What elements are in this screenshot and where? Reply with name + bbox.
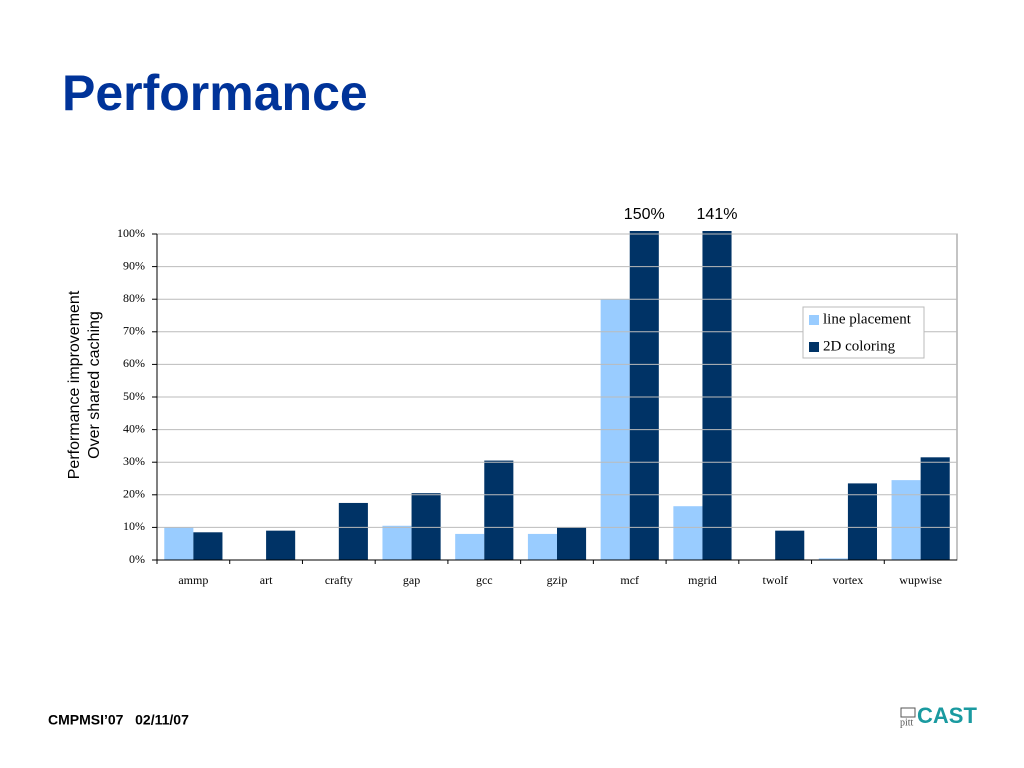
- logo: pitt CAST: [900, 703, 977, 728]
- x-tick-label: vortex: [833, 573, 864, 587]
- x-tick-label: gap: [403, 573, 420, 587]
- legend: [802, 306, 925, 359]
- bar: [338, 502, 368, 560]
- y-axis-title: Over shared caching: [86, 311, 103, 459]
- y-tick-label: 40%: [123, 421, 145, 435]
- y-tick-label: 80%: [123, 291, 145, 305]
- bar: [629, 231, 659, 560]
- bar: [818, 558, 848, 560]
- x-tick-label: twolf: [763, 573, 788, 587]
- bar: [775, 530, 805, 560]
- y-tick-label: 20%: [123, 487, 145, 501]
- y-axis-title: Performance improvement: [66, 290, 83, 479]
- y-tick-label: 30%: [123, 454, 145, 468]
- x-tick-label: crafty: [325, 573, 353, 587]
- bar: [702, 231, 732, 560]
- value-label: 150%: [624, 206, 665, 223]
- y-tick-label: 10%: [123, 519, 145, 533]
- x-tick-label: ammp: [178, 573, 208, 587]
- y-tick-label: 60%: [123, 356, 145, 370]
- legend-swatch: [809, 342, 819, 352]
- logo-icon: [900, 707, 916, 718]
- logo-text: CAST: [917, 703, 977, 728]
- x-tick-label: gzip: [547, 573, 568, 587]
- bar: [673, 506, 703, 560]
- legend-label: line placement: [823, 311, 912, 327]
- y-tick-label: 100%: [117, 226, 145, 240]
- bar: [920, 457, 950, 560]
- y-tick-label: 50%: [123, 389, 145, 403]
- bar: [382, 525, 412, 560]
- y-tick-label: 90%: [123, 258, 145, 272]
- bar: [484, 460, 514, 560]
- legend-swatch: [809, 315, 819, 325]
- logo-small: pitt: [900, 717, 914, 728]
- bar: [557, 527, 587, 560]
- legend-label: 2D coloring: [823, 338, 896, 354]
- footer: CMPMSI’07 02/11/07: [48, 712, 189, 728]
- bar: [455, 533, 485, 560]
- x-tick-label: mcf: [620, 573, 639, 587]
- x-tick-label: gcc: [476, 573, 493, 587]
- bar: [266, 530, 296, 560]
- slide-title: Performance: [62, 65, 368, 121]
- x-tick-label: mgrid: [688, 573, 717, 587]
- bar: [527, 533, 557, 560]
- x-tick-label: wupwise: [899, 573, 942, 587]
- bar: [891, 480, 921, 560]
- y-tick-label: 0%: [129, 552, 145, 566]
- bar: [193, 532, 223, 560]
- bar: [847, 483, 877, 560]
- y-tick-label: 70%: [123, 324, 145, 338]
- bar: [164, 527, 194, 560]
- bar: [411, 493, 441, 560]
- plot-area: [164, 231, 950, 560]
- x-tick-label: art: [260, 573, 273, 587]
- value-label: 141%: [697, 206, 738, 223]
